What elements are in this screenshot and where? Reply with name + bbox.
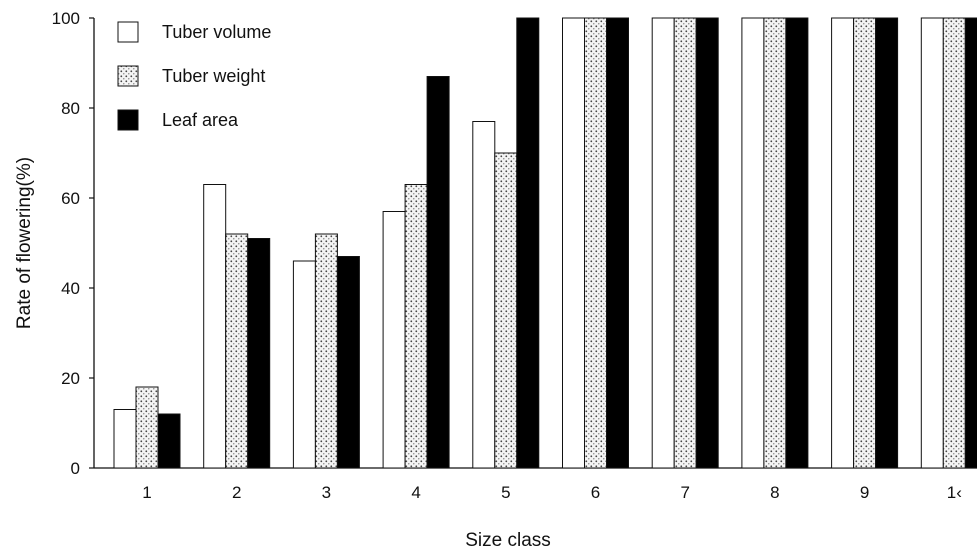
bar-tuber-weight (763, 17, 787, 469)
bar-leaf-area (964, 17, 977, 469)
bar-leaf-area (336, 256, 360, 469)
legend-label: Tuber weight (162, 66, 265, 86)
bar-leaf-area (785, 17, 809, 469)
x-axis-title: Size class (465, 530, 551, 551)
bar-tuber-weight (135, 386, 159, 469)
bars-group (113, 17, 977, 469)
x-tick-label: 5 (501, 483, 510, 502)
x-tick-label: 6 (591, 483, 600, 502)
bar-tuber-weight (853, 17, 877, 469)
bar-tuber-weight (942, 17, 966, 469)
bar-leaf-area (247, 238, 271, 469)
legend-swatch (117, 21, 139, 43)
y-tick-label: 100 (52, 9, 80, 28)
bar-leaf-area (875, 17, 899, 469)
y-tick-label: 40 (61, 279, 80, 298)
legend-label: Tuber volume (162, 22, 271, 42)
bar-tuber-volume (382, 211, 406, 469)
bar-tuber-volume (472, 121, 496, 469)
bar-tuber-weight (314, 233, 338, 469)
y-tick-label: 0 (71, 459, 80, 478)
bar-tuber-volume (741, 17, 765, 469)
bar-tuber-weight (404, 184, 428, 469)
bar-tuber-volume (292, 260, 316, 469)
bar-tuber-volume (920, 17, 944, 469)
bar-tuber-volume (831, 17, 855, 469)
bar-leaf-area (426, 76, 450, 469)
x-tick-label: 1 (142, 483, 151, 502)
x-tick-label: 1‹ (947, 483, 962, 502)
x-tick-label: 2 (232, 483, 241, 502)
bar-tuber-weight (494, 152, 518, 469)
x-tick-label: 8 (770, 483, 779, 502)
y-tick-label: 60 (61, 189, 80, 208)
legend-label: Leaf area (162, 110, 239, 130)
bar-leaf-area (157, 413, 181, 469)
labels-group: 0 20 40 60 80 100 1 2 3 4 5 6 7 8 9 1‹ Size class Rate of… (14, 9, 962, 551)
legend: Tuber volume Tuber weight Leaf area (117, 21, 271, 131)
bar-leaf-area (516, 17, 540, 469)
bar-tuber-weight (584, 17, 607, 469)
x-tick-label: 9 (860, 483, 869, 502)
y-tick-label: 20 (61, 369, 80, 388)
bar-tuber-volume (562, 17, 585, 469)
x-tick-label: 3 (322, 483, 331, 502)
y-tick-label: 80 (61, 99, 80, 118)
bar-tuber-volume (203, 184, 227, 469)
legend-swatch (117, 109, 139, 131)
bar-leaf-area (695, 17, 719, 469)
bar-leaf-area (606, 17, 629, 469)
bar-tuber-volume (651, 17, 675, 469)
bar-tuber-weight (673, 17, 697, 469)
bar-tuber-weight (225, 233, 249, 469)
legend-swatch (117, 65, 139, 87)
y-axis-title: Rate of flowering(%) (14, 157, 35, 329)
x-tick-label: 4 (411, 483, 420, 502)
bar-tuber-volume (113, 409, 137, 469)
x-tick-label: 7 (680, 483, 689, 502)
